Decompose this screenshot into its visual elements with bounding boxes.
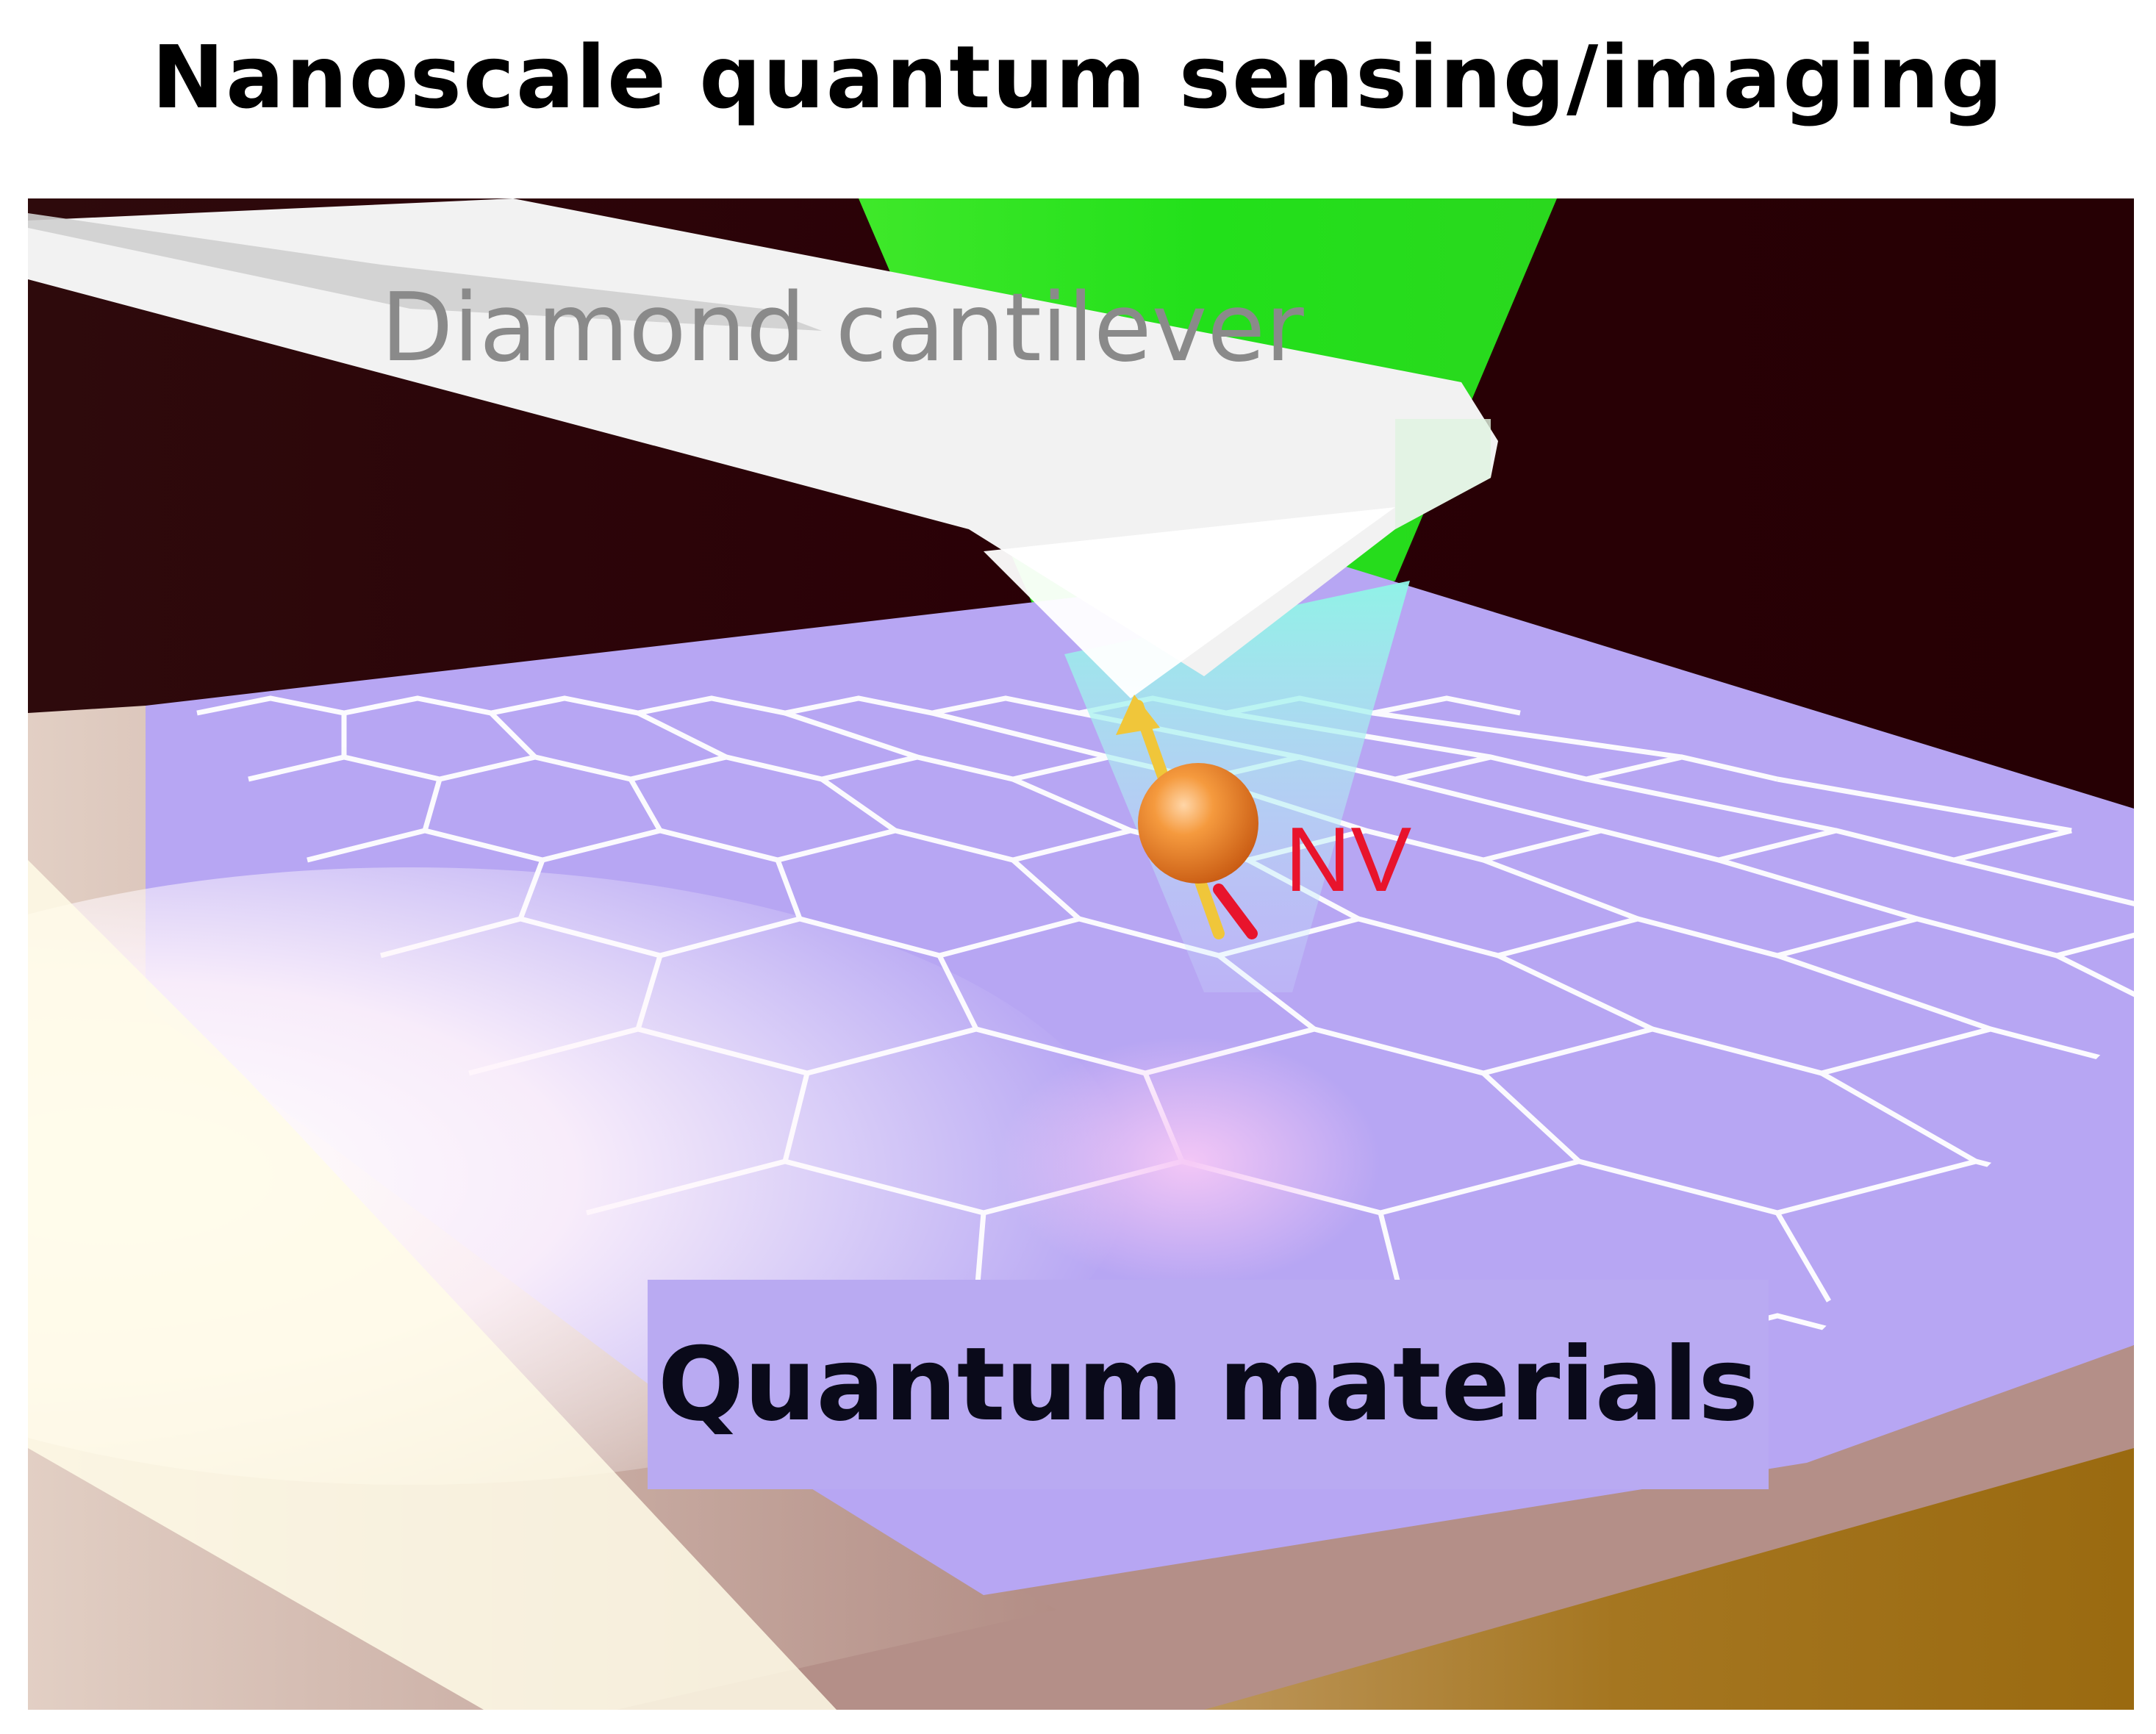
spin-arrow-tail xyxy=(1213,884,1258,939)
nv-sphere xyxy=(1138,763,1258,884)
cantilever-label: Diamond cantilever xyxy=(381,273,1304,383)
spin-arrow-head xyxy=(1116,695,1160,735)
tip-reflection xyxy=(998,1036,1380,1286)
nv-label: NV xyxy=(1285,809,1412,911)
cantilever-shadow xyxy=(28,213,822,331)
figure-title: Nanoscale quantum sensing/imaging xyxy=(151,26,2005,128)
materials-label: Quantum materials xyxy=(657,1325,1759,1444)
materials-label-box: Quantum materials xyxy=(648,1280,1769,1489)
light-flare-beam xyxy=(28,860,837,1710)
diamond-tip xyxy=(984,507,1395,698)
cantilever-facet xyxy=(1395,419,1491,529)
illustration: Diamond cantilever NV Quantum materials xyxy=(28,198,2134,1710)
